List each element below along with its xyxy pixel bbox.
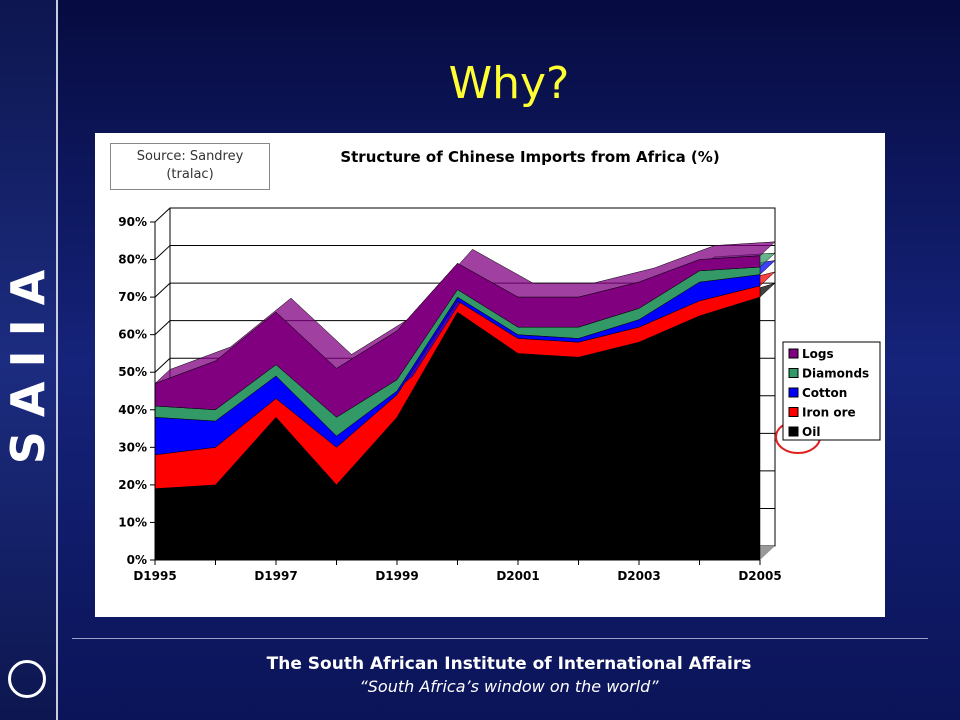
footer-rule [72, 638, 928, 639]
legend-swatch [788, 426, 799, 437]
y-tick-label: 60% [118, 328, 147, 342]
y-tick-label: 70% [118, 290, 147, 304]
legend-label: Diamonds [802, 367, 869, 381]
y-tick-label: 30% [118, 440, 147, 454]
source-note: Source: Sandrey (tralac) [110, 143, 270, 190]
x-tick-label: D1995 [133, 569, 176, 583]
grid-line [154, 207, 171, 223]
grid-line [154, 282, 171, 298]
grid-line [154, 245, 171, 260]
y-tick-label: 50% [118, 365, 147, 379]
y-tick-label: 90% [118, 215, 147, 229]
legend-label: Iron ore [802, 406, 856, 420]
y-tick-label: 0% [127, 553, 147, 567]
grid-line [154, 357, 171, 373]
legend-box [782, 341, 881, 441]
legend-label: Logs [802, 347, 834, 361]
sidebar: SAIIA [0, 0, 58, 720]
footer-org: The South African Institute of Internati… [266, 654, 752, 674]
legend-swatch [788, 368, 799, 378]
slide-title: Why? [448, 58, 570, 109]
x-tick-label: D2005 [738, 569, 781, 583]
x-tick-label: D2003 [617, 569, 660, 583]
grid-line [154, 320, 171, 336]
footer-tagline: “South Africa’s window on the world” [359, 677, 659, 696]
x-tick-label: D1999 [375, 569, 418, 583]
x-tick-label: D2001 [496, 569, 539, 583]
y-tick-label: 80% [118, 253, 147, 267]
area [154, 255, 761, 418]
chart-title: Structure of Chinese Imports from Africa… [340, 148, 719, 166]
legend-label: Oil [802, 425, 820, 439]
legend-swatch [788, 407, 799, 417]
y-tick-label: 20% [118, 478, 147, 492]
legend-swatch [788, 387, 799, 398]
x-tick-label: D1997 [254, 569, 297, 583]
legend-label: Cotton [802, 386, 847, 400]
legend-swatch [788, 348, 799, 359]
y-tick-label: 40% [118, 403, 147, 417]
logo [8, 660, 46, 698]
y-tick-label: 10% [118, 515, 147, 529]
